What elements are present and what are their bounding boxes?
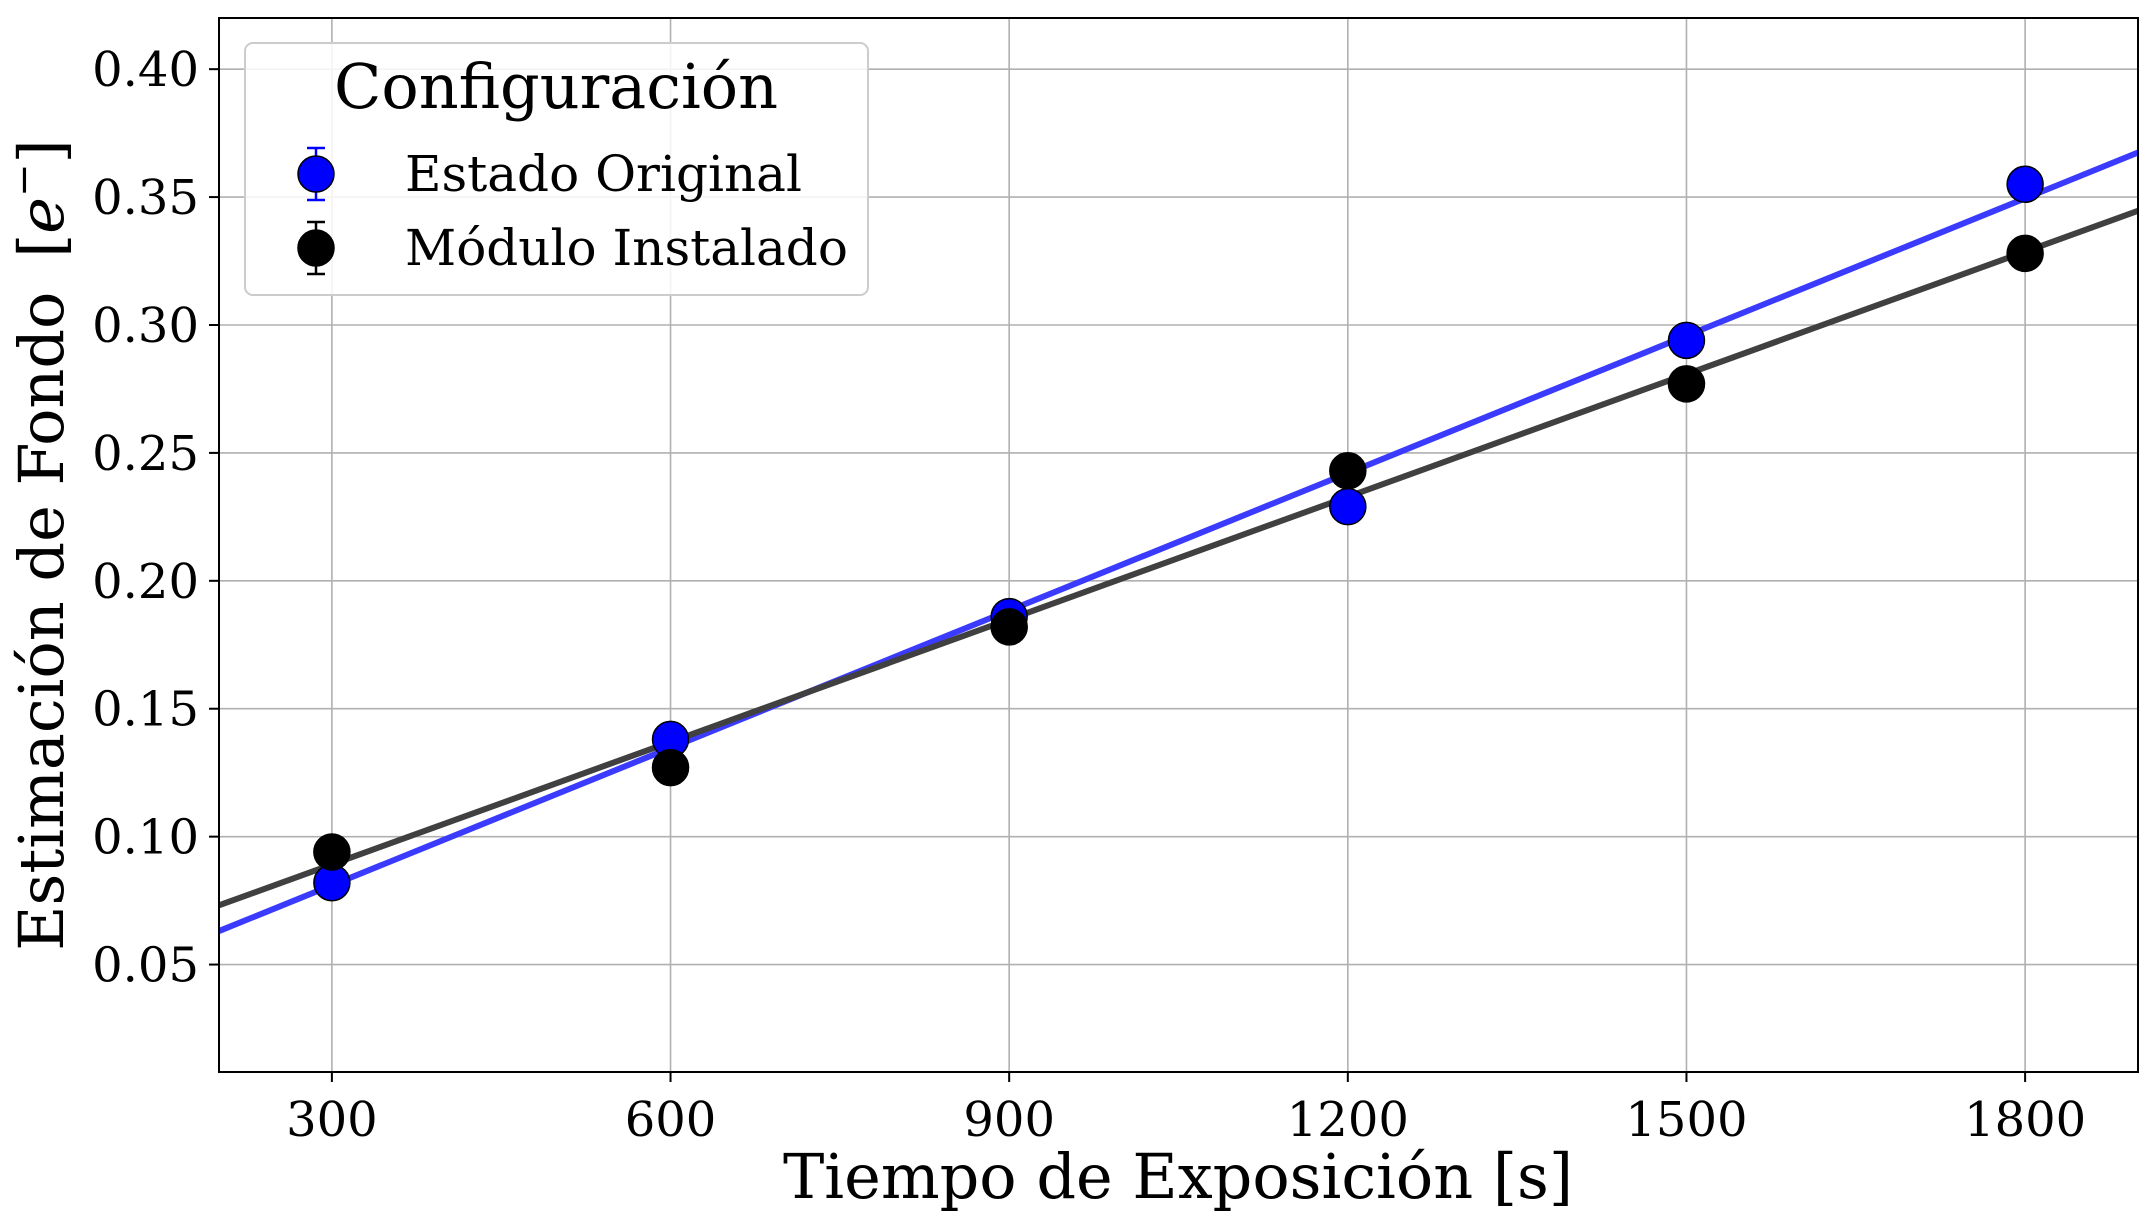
x-tick-label: 900 [963,1092,1055,1148]
legend-label: Módulo Instalado [405,219,848,277]
plot-frame [218,17,2139,1073]
y-axis-unit-open: [ [5,234,78,258]
y-axis-unit-superscript: − [1,163,47,197]
x-tick-label: 1800 [1964,1092,2086,1148]
y-tick-label: 0.10 [92,810,199,866]
data-point-series-2 [2006,234,2044,273]
y-axis-title: Estimación de Fondo [e−] [1,139,78,950]
x-axis-title: Tiempo de Exposición [s] [783,1140,1573,1213]
legend-marker [297,155,335,193]
grid-lines [219,18,2138,1072]
legend-marker [297,229,335,267]
data-point-series-2 [313,833,351,871]
fit-line-series-2 [219,207,2138,909]
data-point-series-2 [1667,365,1706,403]
data-points [313,165,2044,902]
legend-box [244,42,869,296]
y-axis-unit-symbol: e [5,197,78,234]
y-tick-label: 0.05 [92,938,199,994]
x-axis-ticks: 300 600 900 1200 1500 1800 [286,1072,2086,1148]
fit-line-series-1 [219,149,2138,934]
data-point-series-2 [1329,452,1367,490]
y-axis-unit-close: ] [5,139,78,163]
y-axis-ticks: 0.05 0.10 0.15 0.20 0.25 0.30 0.35 0.40 [92,42,219,994]
legend-title: Configuración [334,50,778,123]
x-tick-label: 1200 [1287,1092,1409,1148]
data-point-series-1 [1329,487,1367,526]
data-point-series-1 [2006,165,2044,204]
y-tick-label: 0.15 [92,682,199,738]
legend-label: Estado Original [405,145,802,203]
data-point-series-1 [1667,321,1706,360]
y-tick-label: 0.40 [92,42,199,98]
y-tick-label: 0.25 [92,426,199,482]
x-tick-label: 1500 [1625,1092,1747,1148]
y-tick-label: 0.30 [92,298,199,354]
data-point-series-2 [990,608,1028,646]
y-tick-label: 0.35 [92,170,199,226]
data-point-series-2 [651,748,690,787]
legend-entries: Estado Original Módulo Instalado [297,145,848,277]
x-tick-label: 600 [625,1092,717,1148]
legend: Configuración Estado Original Módulo Inst… [244,42,869,296]
y-axis-title-text: Estimación de Fondo [5,292,78,951]
y-tick-label: 0.20 [92,554,199,610]
x-tick-label: 300 [286,1092,378,1148]
fit-lines [219,149,2138,934]
